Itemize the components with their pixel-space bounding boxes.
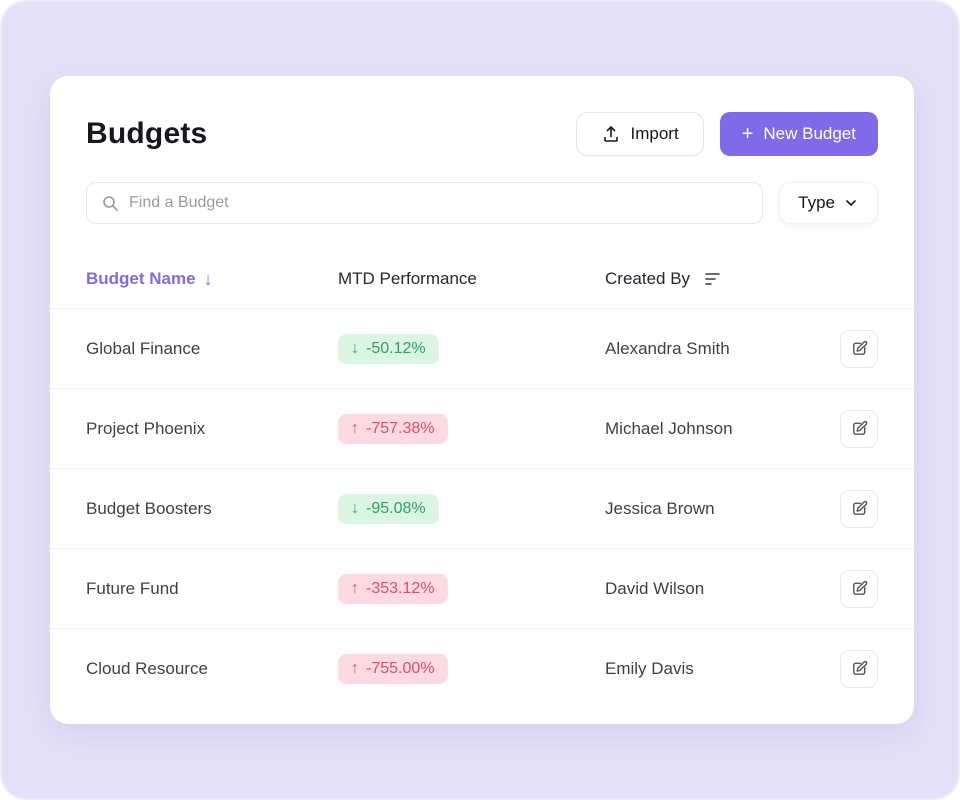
- table-row: Future Fund ↑ -353.12% David Wilson: [50, 548, 914, 628]
- new-budget-button-label: New Budget: [763, 124, 856, 143]
- trend-arrow-icon: ↓: [351, 339, 359, 357]
- upload-icon: [601, 124, 621, 144]
- table-row: Budget Boosters ↓ -95.08% Jessica Brown: [50, 468, 914, 548]
- edit-pencil-icon: [850, 339, 869, 358]
- created-by-cell: David Wilson: [605, 578, 705, 598]
- trend-arrow-icon: ↑: [351, 659, 359, 677]
- chevron-down-icon: [843, 195, 859, 211]
- edit-budget-button[interactable]: [840, 649, 878, 688]
- performance-value: -757.38%: [366, 419, 435, 437]
- table-row: Project Phoenix ↑ -757.38% Michael Johns…: [50, 388, 914, 468]
- trend-arrow-icon: ↓: [351, 499, 359, 517]
- import-button[interactable]: Import: [575, 112, 704, 156]
- edit-budget-button[interactable]: [840, 489, 878, 528]
- performance-badge: ↑ -755.00%: [338, 653, 448, 684]
- performance-cell: ↑ -755.00%: [338, 653, 605, 684]
- table-row: Cloud Resource ↑ -755.00% Emily Davis: [50, 628, 914, 708]
- budget-name-header-label: Budget Name: [86, 269, 196, 288]
- budget-name-cell: Global Finance: [86, 338, 201, 358]
- page-title: Budgets: [86, 117, 208, 150]
- performance-cell: ↓ -95.08%: [338, 493, 605, 524]
- import-button-label: Import: [630, 124, 679, 143]
- column-header-budget-name[interactable]: Budget Name ↓: [86, 269, 338, 290]
- table-header-row: Budget Name ↓ MTD Performance Created By: [50, 250, 914, 308]
- sort-descending-icon: ↓: [203, 268, 213, 289]
- budgets-card: Budgets Import + New Budget: [50, 76, 914, 724]
- new-budget-button[interactable]: + New Budget: [719, 112, 878, 156]
- header-actions: Import + New Budget: [575, 112, 878, 156]
- performance-value: -755.00%: [366, 659, 435, 677]
- budget-name-cell: Cloud Resource: [86, 658, 208, 678]
- trend-arrow-icon: ↑: [351, 419, 359, 437]
- performance-value: -50.12%: [366, 339, 426, 357]
- performance-cell: ↑ -353.12%: [338, 573, 605, 604]
- type-filter-label: Type: [798, 193, 835, 212]
- search-icon: [101, 194, 119, 212]
- created-by-cell: Alexandra Smith: [605, 338, 730, 358]
- sort-lines-icon[interactable]: [704, 271, 722, 287]
- performance-badge: ↓ -95.08%: [338, 493, 439, 524]
- budget-name-cell: Future Fund: [86, 578, 179, 598]
- created-by-cell: Michael Johnson: [605, 418, 733, 438]
- table-body: Global Finance ↓ -50.12% Alexandra Smith…: [50, 308, 914, 708]
- budgets-table: Budget Name ↓ MTD Performance Created By: [50, 250, 914, 708]
- performance-value: -95.08%: [366, 499, 426, 517]
- performance-cell: ↑ -757.38%: [338, 413, 605, 444]
- type-filter-button[interactable]: Type: [779, 182, 878, 224]
- card-header: Budgets Import + New Budget: [50, 76, 914, 156]
- table-row: Global Finance ↓ -50.12% Alexandra Smith: [50, 308, 914, 388]
- edit-pencil-icon: [850, 499, 869, 518]
- search-row: Type: [50, 156, 914, 224]
- performance-cell: ↓ -50.12%: [338, 333, 605, 364]
- edit-budget-button[interactable]: [840, 329, 878, 368]
- performance-value: -353.12%: [366, 579, 435, 597]
- performance-badge: ↓ -50.12%: [338, 333, 439, 364]
- edit-pencil-icon: [850, 659, 869, 678]
- performance-badge: ↑ -353.12%: [338, 573, 448, 604]
- edit-budget-button[interactable]: [840, 569, 878, 608]
- column-header-mtd-performance[interactable]: MTD Performance: [338, 269, 477, 288]
- created-by-cell: Emily Davis: [605, 658, 694, 678]
- search-box[interactable]: [86, 182, 764, 224]
- created-by-cell: Jessica Brown: [605, 498, 715, 518]
- edit-pencil-icon: [850, 419, 869, 438]
- edit-pencil-icon: [850, 579, 869, 598]
- trend-arrow-icon: ↑: [351, 579, 359, 597]
- search-input[interactable]: [129, 194, 749, 212]
- created-by-header-label: Created By: [605, 269, 691, 288]
- budget-name-cell: Project Phoenix: [86, 418, 206, 438]
- edit-budget-button[interactable]: [840, 409, 878, 448]
- budget-name-cell: Budget Boosters: [86, 498, 212, 518]
- performance-badge: ↑ -757.38%: [338, 413, 448, 444]
- plus-icon: +: [741, 123, 754, 145]
- column-header-created-by[interactable]: Created By: [605, 269, 838, 289]
